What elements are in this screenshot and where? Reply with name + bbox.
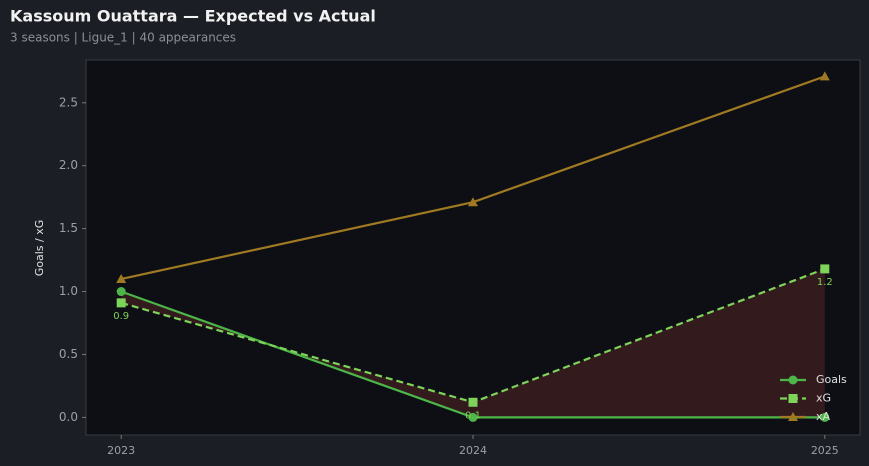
legend-marker [788, 412, 798, 421]
chart-title: Kassoum Ouattara — Expected vs Actual [10, 7, 376, 26]
y-tick-label: 0.5 [59, 347, 78, 361]
y-tick-label: 1.5 [59, 221, 78, 235]
legend-label: Goals [816, 373, 847, 386]
legend-marker [788, 394, 798, 403]
legend-label: xA [816, 410, 831, 423]
chart-subtitle: 3 seasons | Ligue_1 | 40 appearances [10, 31, 236, 45]
y-tick-label: 2.0 [59, 158, 78, 172]
shaded-gap [121, 268, 825, 418]
x-tick-label: 2023 [107, 444, 135, 457]
legend-label: xG [816, 392, 831, 405]
x-tick-label: 2024 [459, 444, 487, 457]
point [819, 71, 830, 81]
y-tick-label: 2.5 [59, 95, 78, 109]
value-label: 0.9 [113, 311, 129, 322]
point [820, 264, 830, 274]
value-label: 0.1 [465, 410, 481, 421]
y-axis-label: Goals / xG [33, 220, 46, 277]
legend-marker [788, 375, 798, 385]
x-tick-label: 2025 [811, 444, 839, 457]
y-tick-label: 0.0 [59, 410, 78, 424]
point [468, 397, 478, 407]
point [468, 412, 478, 422]
point [116, 273, 127, 283]
point [116, 287, 126, 297]
point [468, 197, 478, 207]
point [820, 412, 830, 422]
y-tick-label: 1.0 [59, 284, 78, 298]
value-label: 1.2 [817, 277, 833, 288]
point [116, 298, 126, 308]
